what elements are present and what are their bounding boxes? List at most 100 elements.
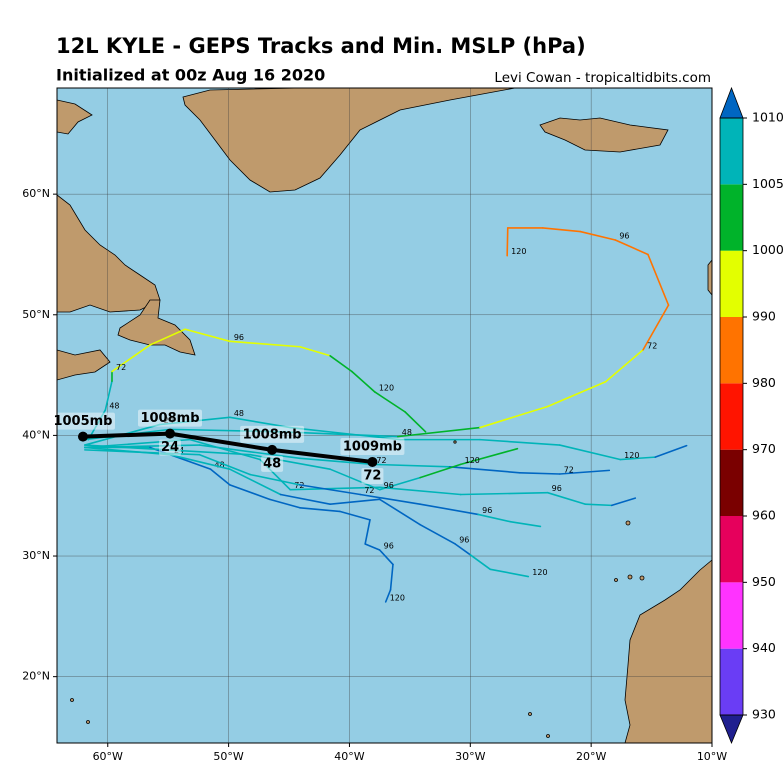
y-tick-label: 60°N	[22, 187, 50, 200]
track-segment	[459, 491, 549, 496]
colorbar-bin	[720, 118, 743, 185]
track-hour-label: 96	[552, 484, 562, 493]
track-segment	[329, 468, 381, 491]
y-tick-label: 30°N	[22, 549, 50, 562]
island	[546, 734, 550, 738]
track-segment	[83, 444, 252, 456]
colorbar-tick-label: 960	[752, 508, 776, 523]
track-segment	[378, 486, 462, 496]
track-segment	[419, 523, 456, 545]
y-tick-label: 40°N	[22, 428, 50, 441]
track-segment	[542, 227, 582, 233]
island	[625, 520, 631, 526]
track-hour-label: 96	[619, 231, 629, 240]
mean-mslp-label: 1008mb	[140, 411, 199, 426]
track-segment	[489, 568, 530, 578]
track-segment	[469, 554, 492, 571]
track-segment	[329, 498, 381, 505]
track-segment	[289, 486, 381, 491]
track-segment	[448, 465, 521, 474]
land	[57, 88, 712, 743]
chart-title: 12L KYLE - GEPS Tracks and Min. MSLP (hP…	[56, 34, 586, 58]
track-segment	[558, 444, 621, 461]
track-segment	[396, 426, 481, 438]
island	[70, 698, 74, 702]
track-segment	[374, 391, 406, 413]
mean-point	[367, 456, 378, 467]
label-background	[137, 409, 202, 427]
label-background	[240, 425, 305, 443]
axes: 60°W 50°W 40°W 30°W 20°W 10°W 20°N 30°N 40°N 50°N…	[22, 187, 727, 763]
track-segment	[519, 471, 561, 475]
mean-mslp-label: 1005mb	[53, 414, 112, 429]
x-tick-label: 60°W	[93, 750, 123, 763]
mean-mslp-label: 1009mb	[343, 439, 402, 454]
track-segment	[359, 493, 421, 505]
labrador	[57, 194, 161, 313]
track-segment	[477, 513, 511, 523]
colorbar-bin	[720, 317, 743, 384]
track-segment	[299, 345, 331, 357]
track-segment	[584, 503, 613, 507]
track-segment	[546, 380, 607, 408]
track-segment	[299, 457, 374, 466]
track-segment	[104, 380, 113, 411]
track-segment	[83, 449, 201, 456]
track-segment	[579, 230, 617, 241]
chart-subtitle: Initialized at 00z Aug 16 2020	[56, 66, 325, 85]
colorbar-bin	[720, 250, 743, 317]
track-segment	[546, 491, 586, 505]
nova-scotia	[57, 349, 111, 381]
track-segment	[378, 549, 394, 566]
colorbar-over	[719, 86, 744, 119]
track-segment	[229, 468, 282, 496]
label-background	[361, 467, 384, 484]
colorbar-tick-label: 1010	[752, 110, 784, 125]
mean-hour-label: 48	[263, 456, 281, 471]
track-segment	[389, 563, 394, 591]
track-hour-label: 120	[379, 383, 394, 392]
colorbar-bin	[720, 648, 743, 715]
x-tick-label: 40°W	[334, 750, 364, 763]
map-frame	[56, 87, 713, 744]
track-segment	[229, 340, 301, 348]
colorbar-bin	[720, 184, 743, 251]
track-segment	[371, 463, 451, 468]
track-segment	[604, 348, 644, 383]
track-segment	[364, 543, 381, 551]
track-hour-label: 96	[234, 333, 244, 342]
track-hour-label: 72	[364, 486, 374, 495]
y-tick-label: 50°N	[22, 308, 50, 321]
colorbar-bin	[720, 516, 743, 583]
track-hour-label: 120	[511, 247, 526, 256]
mean-point	[267, 444, 278, 455]
island	[627, 574, 633, 580]
track-hour-label: 96	[459, 535, 469, 544]
ocean	[57, 88, 712, 743]
label-background	[158, 439, 181, 456]
track-hour-label: 72	[116, 363, 126, 372]
colorbar-tick-label: 950	[752, 574, 776, 589]
track-segment	[149, 446, 212, 470]
colorbar-tick-label: 990	[752, 309, 776, 324]
track-segment	[229, 484, 271, 501]
track-segment	[338, 510, 371, 521]
track-hour-label: 96	[482, 506, 492, 515]
track-segment	[289, 426, 402, 441]
track-segment	[506, 227, 509, 257]
track-hour-label: 96	[384, 541, 394, 550]
track-hour-label: 24	[164, 416, 174, 425]
label-background	[261, 455, 284, 472]
colorbar-tick-label: 1005	[752, 176, 784, 191]
track-segment	[249, 473, 301, 486]
label-background	[50, 412, 115, 430]
island	[639, 575, 645, 581]
island	[86, 720, 90, 724]
track-segment	[384, 589, 392, 603]
track-segment	[198, 453, 252, 476]
track-segment	[614, 239, 649, 256]
track-segment	[229, 416, 292, 429]
track-hour-label: 120	[465, 456, 480, 465]
